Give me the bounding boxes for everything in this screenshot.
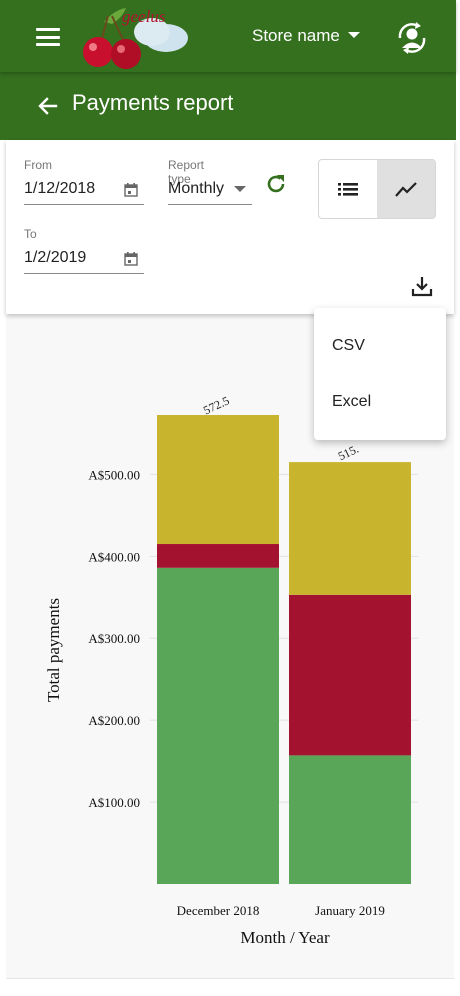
refresh-icon[interactable]: [264, 172, 288, 196]
chart-view-button[interactable]: [377, 160, 435, 218]
x-tick-label: January 2019: [315, 903, 385, 918]
to-underline: [24, 273, 144, 274]
geelus-logo: geelus: [83, 7, 188, 69]
calendar-icon[interactable]: [124, 252, 138, 266]
to-date-field[interactable]: 1/2/2019: [24, 249, 87, 266]
caret-down-icon: [234, 186, 246, 192]
bar-segment: [289, 594, 411, 756]
view-toggle: [318, 159, 436, 219]
bar-segment: [157, 415, 279, 545]
bar-segment: [157, 567, 279, 884]
svg-text:geelus: geelus: [122, 7, 166, 26]
from-date-field[interactable]: 1/12/2018: [24, 180, 96, 197]
y-tick-label: A$300.00: [88, 631, 140, 646]
y-tick-label: A$200.00: [88, 713, 140, 728]
title-bar: [0, 72, 456, 140]
export-menu: CSV Excel: [314, 308, 446, 440]
to-label: To: [24, 227, 37, 241]
menu-item-excel[interactable]: Excel: [332, 393, 372, 410]
from-label: From: [24, 158, 52, 172]
store-name: Store name: [252, 26, 340, 45]
bar-segment: [289, 755, 411, 884]
menu-item-csv[interactable]: CSV: [332, 337, 365, 354]
caret-down-icon: [347, 31, 360, 38]
arrow-back-icon[interactable]: [36, 94, 60, 118]
bar-total-label: 572.5: [201, 393, 231, 417]
report-type-underline: [168, 204, 252, 205]
from-underline: [24, 204, 144, 205]
page-title: Payments report: [72, 90, 234, 115]
y-tick-label: A$500.00: [88, 467, 140, 482]
x-tick-label: December 2018: [177, 903, 260, 918]
report-type-label: Report type: [168, 158, 205, 186]
bar-total-label: 515.: [336, 442, 361, 464]
menu-icon[interactable]: [36, 28, 60, 46]
app-bar: geelus Store name: [0, 0, 456, 72]
list-view-icon: [338, 183, 358, 196]
bar-segment: [157, 544, 279, 568]
chart-view-icon: [395, 182, 417, 197]
report-type-select[interactable]: Monthly: [168, 180, 225, 197]
store-selector[interactable]: Store name: [252, 26, 360, 46]
y-tick-label: A$400.00: [88, 549, 140, 564]
calendar-icon[interactable]: [124, 183, 138, 197]
user-sync-icon[interactable]: [394, 20, 430, 56]
x-axis-title: Month / Year: [240, 928, 330, 947]
bar-segment: [289, 462, 411, 595]
y-tick-label: A$100.00: [88, 795, 140, 810]
y-axis-title: Total payments: [44, 598, 63, 702]
download-icon[interactable]: [410, 274, 434, 298]
list-view-button[interactable]: [319, 160, 377, 218]
